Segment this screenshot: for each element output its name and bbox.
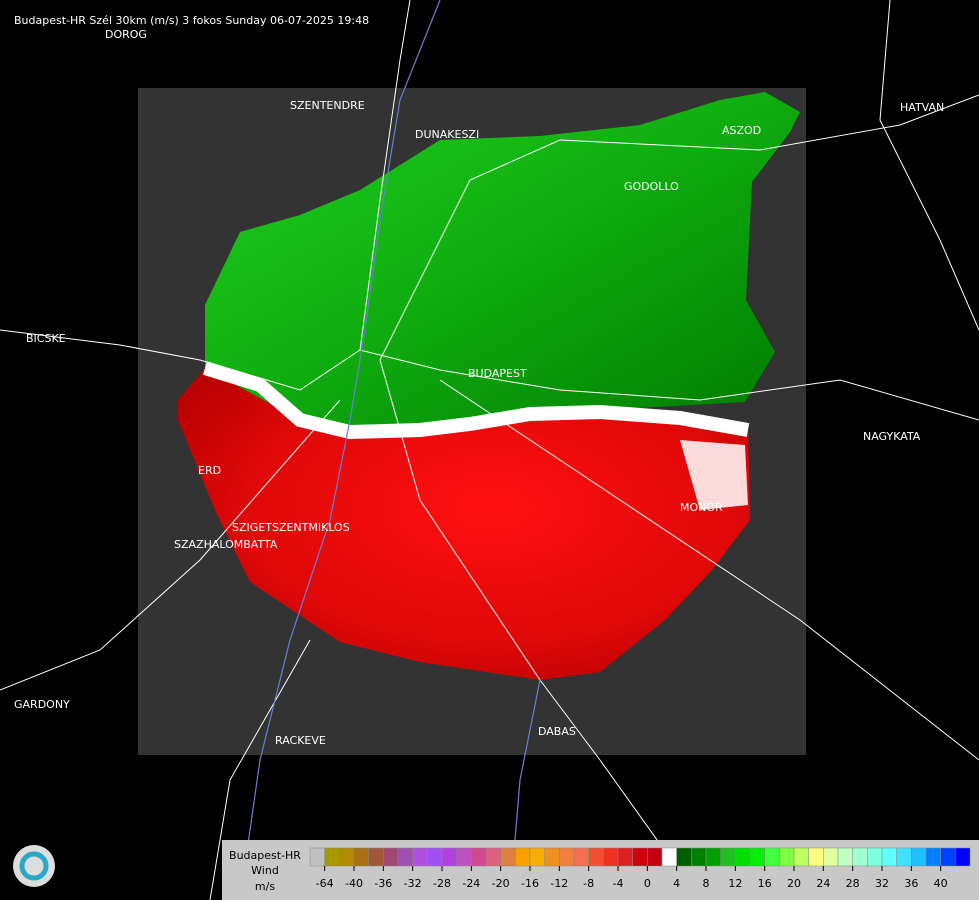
legend-swatch xyxy=(471,847,487,867)
legend-swatch xyxy=(705,847,721,867)
legend-tick-label: -4 xyxy=(613,877,624,890)
legend-tick-label: -28 xyxy=(433,877,451,890)
legend-swatch xyxy=(353,847,369,867)
legend-tick-label: 36 xyxy=(904,877,918,890)
town-label: NAGYKATA xyxy=(863,430,921,443)
town-label: GODOLLO xyxy=(624,180,679,193)
legend-swatch xyxy=(749,847,765,867)
town-label: RACKEVE xyxy=(275,734,326,747)
legend-swatch xyxy=(309,847,325,867)
legend-swatch xyxy=(412,847,428,867)
town-label: GARDONY xyxy=(14,698,70,711)
radar-echo-red xyxy=(178,368,750,680)
legend-swatch xyxy=(793,847,809,867)
legend-swatch xyxy=(691,847,707,867)
legend-swatch xyxy=(544,847,560,867)
legend-swatch xyxy=(456,847,472,867)
legend-swatch xyxy=(661,847,677,867)
legend-swatch xyxy=(764,847,780,867)
legend-tick-label: -16 xyxy=(521,877,539,890)
legend-swatch xyxy=(808,847,824,867)
legend-swatch xyxy=(427,847,443,867)
legend-tick-label: -40 xyxy=(345,877,363,890)
legend-swatch xyxy=(852,847,868,867)
legend-swatch xyxy=(617,847,633,867)
town-label: ERD xyxy=(198,464,221,477)
town-label: HATVAN xyxy=(900,101,944,114)
town-label: SZAZHALOMBATTA xyxy=(174,538,278,551)
legend-tick-label: 32 xyxy=(875,877,889,890)
legend-tick-label: 8 xyxy=(703,877,710,890)
noise-band xyxy=(680,440,748,510)
legend-swatch xyxy=(559,847,575,867)
legend-swatch xyxy=(720,847,736,867)
radar-echo-green xyxy=(205,92,800,432)
legend-swatch xyxy=(397,847,413,867)
legend-swatch xyxy=(603,847,619,867)
legend-swatch xyxy=(632,847,648,867)
legend-tick-label: 24 xyxy=(816,877,830,890)
town-label: BUDAPEST xyxy=(468,367,527,380)
legend-unit: m/s xyxy=(255,880,275,893)
legend-swatch xyxy=(823,847,839,867)
logo-mark xyxy=(19,851,49,881)
legend-tick-label: 0 xyxy=(644,877,651,890)
town-label: BICSKE xyxy=(26,332,66,345)
legend-swatch xyxy=(588,847,604,867)
legend-tick-label: -64 xyxy=(316,877,334,890)
town-label: SZIGETSZENTMIKLOS xyxy=(232,521,350,534)
legend-tick-label: 40 xyxy=(934,877,948,890)
legend-swatch xyxy=(515,847,531,867)
legend-swatch xyxy=(368,847,384,867)
town-label: SZENTENDRE xyxy=(290,99,365,112)
legend-swatch xyxy=(324,847,340,867)
legend-tick-label: 16 xyxy=(758,877,772,890)
legend-station: Budapest-HR xyxy=(229,849,301,862)
town-label: DUNAKESZI xyxy=(415,128,479,141)
legend-tick-label: -24 xyxy=(462,877,480,890)
town-label: DOROG xyxy=(105,28,147,41)
legend-swatch xyxy=(955,847,971,867)
legend-tick-label: 28 xyxy=(846,877,860,890)
legend-quantity: Wind xyxy=(251,864,279,877)
legend-tick-label: -20 xyxy=(492,877,510,890)
legend-swatch xyxy=(940,847,956,867)
legend-swatch xyxy=(837,847,853,867)
legend-swatch xyxy=(383,847,399,867)
legend-swatch xyxy=(735,847,751,867)
zero-velocity-band xyxy=(202,361,750,440)
legend-tick-label: -8 xyxy=(583,877,594,890)
logo xyxy=(13,845,55,887)
legend-swatch xyxy=(925,847,941,867)
legend-swatch xyxy=(500,847,516,867)
legend-swatch xyxy=(529,847,545,867)
legend-swatch xyxy=(647,847,663,867)
town-label: ASZOD xyxy=(722,124,761,137)
town-label: MONOR xyxy=(680,501,723,514)
town-label: DABAS xyxy=(538,725,576,738)
legend-swatch xyxy=(881,847,897,867)
map-title: Budapest-HR Szél 30km (m/s) 3 fokos Sund… xyxy=(14,14,369,27)
legend-tick-label: 4 xyxy=(673,877,680,890)
legend-swatch xyxy=(339,847,355,867)
legend-swatch xyxy=(779,847,795,867)
legend-tick-label: -12 xyxy=(550,877,568,890)
legend-tick-label: -36 xyxy=(374,877,392,890)
legend-swatch xyxy=(573,847,589,867)
legend-swatch xyxy=(911,847,927,867)
legend-swatch xyxy=(896,847,912,867)
legend-tick-label: -32 xyxy=(404,877,422,890)
legend-swatch xyxy=(485,847,501,867)
color-legend: Budapest-HR Wind m/s -64 -40 -36 -32 -28 -24-… xyxy=(222,840,979,900)
legend-tick-label: 20 xyxy=(787,877,801,890)
legend-swatch xyxy=(676,847,692,867)
legend-tick-label: 12 xyxy=(728,877,742,890)
legend-swatch xyxy=(867,847,883,867)
legend-swatch xyxy=(441,847,457,867)
